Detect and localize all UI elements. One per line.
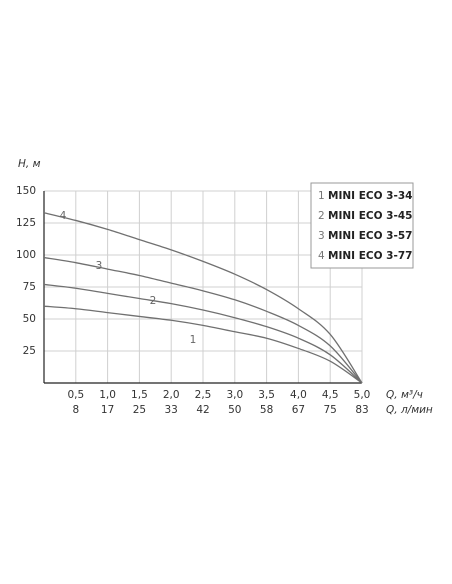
legend-label: MINI ECO 3-34 <box>328 190 412 202</box>
x-axis-label: Q, м³/ч <box>386 389 423 401</box>
x2-tick-label: 42 <box>196 404 209 416</box>
y-tick-label: 50 <box>23 313 36 325</box>
legend-number: 2 <box>318 210 325 222</box>
x-tick-label: 1,5 <box>131 389 148 401</box>
x-tick-label: 2,0 <box>163 389 180 401</box>
x2-tick-label: 25 <box>133 404 146 416</box>
y-tick-label: 25 <box>23 345 36 357</box>
x2-tick-label: 83 <box>355 404 368 416</box>
legend-number: 1 <box>318 190 325 202</box>
x-tick-label: 5,0 <box>354 389 371 401</box>
x2-axis-label: Q, л/мин <box>386 404 433 416</box>
legend-number: 3 <box>318 230 325 242</box>
curve-label: 2 <box>150 295 157 307</box>
y-axis-label: H, м <box>18 158 41 170</box>
legend-label: MINI ECO 3-77 <box>328 250 412 262</box>
x-tick-label: 0,5 <box>67 389 84 401</box>
curve <box>43 283 363 384</box>
curve <box>43 212 363 384</box>
curve <box>43 305 363 384</box>
x2-tick-label: 75 <box>324 404 337 416</box>
legend-label: MINI ECO 3-57 <box>328 230 412 242</box>
legend-number: 4 <box>318 250 325 262</box>
y-tick-label: 75 <box>23 281 36 293</box>
x2-tick-label: 8 <box>72 404 79 416</box>
x-tick-label: 4,0 <box>290 389 307 401</box>
x-tick-label: 3,0 <box>226 389 243 401</box>
curve-label: 1 <box>190 334 197 346</box>
x-tick-label: 4,5 <box>322 389 339 401</box>
y-tick-label: 100 <box>16 249 36 261</box>
x-tick-label: 2,5 <box>195 389 212 401</box>
x-tick-label: 3,5 <box>258 389 275 401</box>
x-tick-label: 1,0 <box>99 389 116 401</box>
legend-label: MINI ECO 3-45 <box>328 210 412 222</box>
y-tick-label: 150 <box>16 185 36 197</box>
x2-tick-label: 58 <box>260 404 273 416</box>
x2-tick-label: 67 <box>292 404 305 416</box>
y-tick-label: 125 <box>16 217 36 229</box>
curve-label: 3 <box>96 260 103 272</box>
x2-tick-label: 33 <box>165 404 178 416</box>
x2-tick-label: 50 <box>228 404 241 416</box>
curve-label: 4 <box>60 210 67 222</box>
x2-tick-label: 17 <box>101 404 114 416</box>
curve <box>43 256 363 384</box>
legend-box <box>310 182 414 269</box>
